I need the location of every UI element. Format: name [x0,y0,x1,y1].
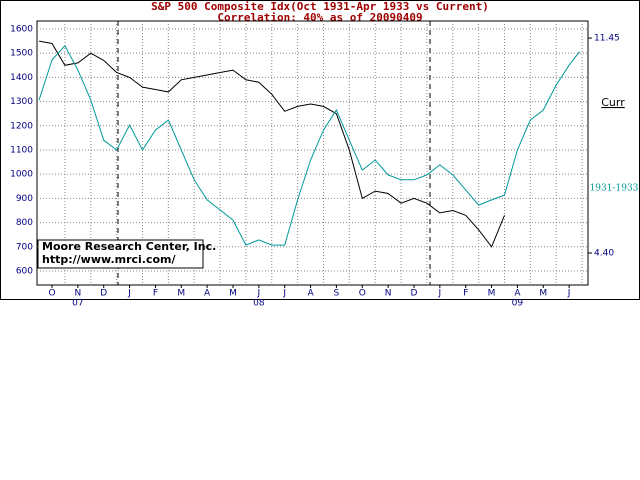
x-tick-label: N [74,289,81,299]
x-tick-label: M [177,289,185,299]
x-year-label: 07 [72,299,83,309]
x-tick-label: O [48,289,55,299]
x-tick-label: N [385,289,392,299]
x-tick-label: J [438,289,442,299]
x-tick-label: M [229,289,237,299]
x-tick-label: J [567,289,571,299]
y-tick-label: 1400 [10,73,33,83]
x-tick-label: J [282,289,286,299]
y-tick-label: 700 [16,242,33,252]
series-line [38,44,580,246]
x-tick-label: D [100,289,107,299]
chart-subtitle: Correlation: 40% as of 20090409 [217,11,422,24]
y-tick-label: 1300 [10,97,33,107]
y-tick-label: 1500 [10,49,33,59]
y-tick-label: 1200 [10,121,33,131]
x-tick-label: J [257,289,261,299]
y2-tick-label: 11.45 [594,34,620,44]
x-tick-label: A [307,289,314,299]
x-tick-label: O [359,289,366,299]
y-tick-label: 600 [16,266,33,276]
x-tick-label: J [127,289,131,299]
y-tick-label: 800 [16,218,33,228]
y-tick-label: 1000 [10,170,33,180]
annotation-box [37,239,204,269]
chart-title: S&P 500 Composite Idx(Oct 1931-Apr 1933 … [151,0,489,13]
x-tick-label: A [514,289,521,299]
legend-entry: Curr [601,96,625,109]
plot-area [36,20,589,286]
series-line [39,40,505,248]
x-tick-label: M [539,289,547,299]
annotation: http://www.mrci.com/ [42,253,177,266]
x-tick-label: F [153,289,158,299]
x-tick-label: A [204,289,211,299]
x-tick-label: D [411,289,418,299]
annotation: Moore Research Center, Inc. [42,240,216,253]
x-tick-label: M [488,289,496,299]
x-year-label: 08 [253,299,265,309]
y2-tick-label: 4.40 [594,248,614,258]
legend-entry: 1931-1933 [590,184,639,194]
x-tick-label: S [334,289,340,299]
y-tick-label: 1100 [10,145,33,155]
x-tick-label: F [463,289,468,299]
x-year-label: 09 [512,299,524,309]
plot-layer: 600 700 800 900 1000 1100 1200 1300 1400 1500 1600… [10,21,639,309]
y-tick-label: 1600 [10,24,33,34]
y-tick-label: 900 [16,194,33,204]
